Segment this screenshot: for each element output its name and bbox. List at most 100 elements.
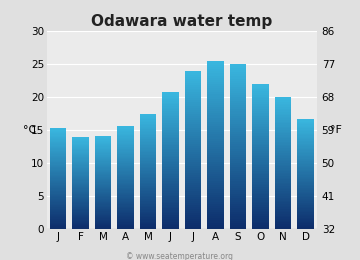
Bar (297, 216, 314, 218)
Bar (252, 225, 269, 227)
Bar (50, 201, 66, 202)
Bar (275, 97, 291, 99)
Bar (275, 140, 291, 141)
Bar (230, 72, 246, 74)
Bar (162, 164, 179, 166)
Bar (185, 219, 201, 221)
Bar (117, 216, 134, 217)
Bar (72, 220, 89, 221)
Bar (185, 132, 201, 134)
Bar (72, 164, 89, 165)
Bar (207, 73, 224, 76)
Bar (297, 171, 314, 172)
Bar (230, 206, 246, 208)
Bar (50, 172, 66, 173)
Bar (117, 186, 134, 188)
Bar (275, 189, 291, 191)
Bar (140, 207, 156, 209)
Bar (185, 144, 201, 146)
Bar (117, 153, 134, 154)
Bar (230, 186, 246, 188)
Bar (50, 215, 66, 216)
Bar (162, 101, 179, 103)
Bar (50, 163, 66, 165)
Bar (230, 112, 246, 114)
Bar (117, 218, 134, 220)
Bar (140, 155, 156, 157)
Bar (230, 136, 246, 138)
Bar (207, 164, 224, 166)
Bar (230, 134, 246, 136)
Bar (162, 103, 179, 104)
Bar (207, 216, 224, 218)
Bar (275, 216, 291, 217)
Bar (50, 181, 66, 182)
Bar (230, 132, 246, 134)
Bar (95, 222, 111, 223)
Bar (252, 156, 269, 158)
Bar (140, 177, 156, 178)
Bar (117, 174, 134, 175)
Bar (140, 118, 156, 119)
Bar (230, 66, 246, 68)
Bar (252, 104, 269, 106)
Bar (72, 176, 89, 177)
Bar (95, 199, 111, 200)
Bar (185, 179, 201, 181)
Bar (252, 151, 269, 153)
Bar (185, 189, 201, 191)
Bar (162, 142, 179, 144)
Bar (72, 213, 89, 214)
Bar (207, 220, 224, 223)
Bar (207, 118, 224, 120)
Bar (252, 169, 269, 171)
Bar (50, 157, 66, 158)
Bar (297, 131, 314, 133)
Bar (72, 169, 89, 170)
Bar (140, 220, 156, 222)
Bar (252, 185, 269, 187)
Bar (50, 146, 66, 147)
Bar (252, 106, 269, 107)
Bar (95, 204, 111, 206)
Bar (230, 181, 246, 184)
Bar (230, 184, 246, 186)
Bar (162, 116, 179, 118)
Bar (275, 163, 291, 165)
Bar (207, 67, 224, 69)
Bar (162, 111, 179, 113)
Bar (230, 116, 246, 118)
Bar (50, 202, 66, 204)
Bar (185, 201, 201, 203)
Bar (140, 191, 156, 193)
Bar (252, 120, 269, 122)
Bar (162, 208, 179, 210)
Bar (95, 224, 111, 225)
Bar (162, 200, 179, 202)
Bar (207, 172, 224, 174)
Bar (297, 142, 314, 144)
Bar (95, 217, 111, 218)
Bar (140, 224, 156, 226)
Bar (117, 127, 134, 129)
Bar (72, 191, 89, 192)
Bar (275, 176, 291, 178)
Bar (72, 152, 89, 153)
Bar (275, 184, 291, 186)
Bar (162, 159, 179, 161)
Bar (117, 144, 134, 145)
Bar (230, 101, 246, 103)
Bar (140, 147, 156, 148)
Bar (50, 131, 66, 132)
Bar (297, 137, 314, 138)
Bar (95, 176, 111, 177)
Bar (140, 194, 156, 196)
Bar (117, 147, 134, 148)
Bar (252, 98, 269, 100)
Bar (50, 207, 66, 209)
Bar (252, 102, 269, 104)
Bar (185, 114, 201, 116)
Bar (72, 222, 89, 223)
Bar (95, 164, 111, 165)
Bar (72, 214, 89, 215)
